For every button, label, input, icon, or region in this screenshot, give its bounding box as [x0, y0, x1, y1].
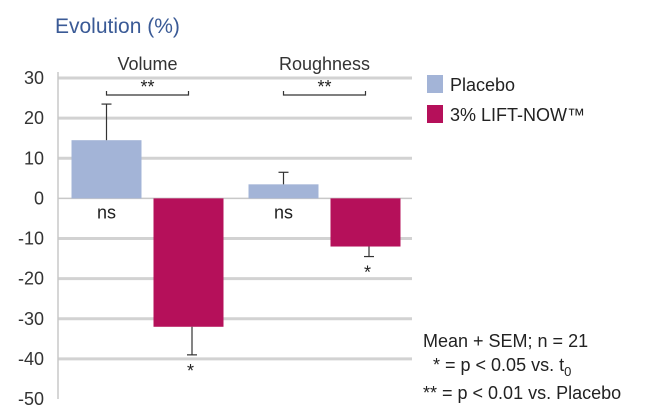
y-axis-ticks: 30 20 10 0 -10 -20 -30 -40 -50: [18, 68, 44, 409]
y-tick-label: -20: [18, 269, 44, 289]
significance-label: ns: [274, 202, 293, 222]
bracket-label: **: [140, 77, 154, 97]
bracket: [105, 91, 190, 96]
bar: [248, 184, 319, 199]
footnote-mean-sem: Mean + SEM; n = 21: [423, 331, 588, 351]
y-tick-label: -10: [18, 229, 44, 249]
legend: Placebo 3% LIFT-NOW™: [427, 75, 585, 125]
y-tick-label: 0: [34, 188, 44, 208]
legend-label: Placebo: [450, 75, 515, 95]
category-label: Volume: [117, 54, 177, 74]
footnote-p005-text: * = p < 0.05 vs. t: [433, 355, 564, 375]
category-label: Roughness: [279, 54, 370, 74]
significance-brackets: ** **: [105, 77, 367, 97]
significance-label: *: [187, 361, 194, 381]
chart-title: Evolution (%): [55, 15, 180, 38]
y-tick-label: -50: [18, 389, 44, 409]
legend-swatch: [427, 105, 443, 123]
bars: [71, 140, 401, 327]
bracket-label: **: [317, 77, 331, 97]
legend-label: 3% LIFT-NOW™: [450, 105, 585, 125]
footnote-p005-subscript: 0: [564, 364, 571, 379]
y-tick-label: -40: [18, 349, 44, 369]
footnote-p005: * = p < 0.05 vs. t0: [433, 355, 571, 379]
significance-label: *: [364, 263, 371, 283]
y-tick-label: 30: [24, 68, 44, 88]
footnote-p001: ** = p < 0.01 vs. Placebo: [423, 383, 621, 403]
error-bars: [101, 103, 374, 356]
y-tick-label: -30: [18, 309, 44, 329]
bar: [71, 140, 142, 199]
category-labels: Volume Roughness: [117, 54, 370, 74]
bar: [330, 198, 401, 247]
y-tick-label: 20: [24, 108, 44, 128]
significance-labels: ns * ns *: [97, 202, 371, 380]
bracket: [282, 91, 367, 96]
significance-label: ns: [97, 202, 116, 222]
bar: [153, 198, 224, 327]
footnotes: Mean + SEM; n = 21 * = p < 0.05 vs. t0 *…: [423, 331, 621, 403]
y-tick-label: 10: [24, 148, 44, 168]
legend-swatch: [427, 75, 443, 93]
